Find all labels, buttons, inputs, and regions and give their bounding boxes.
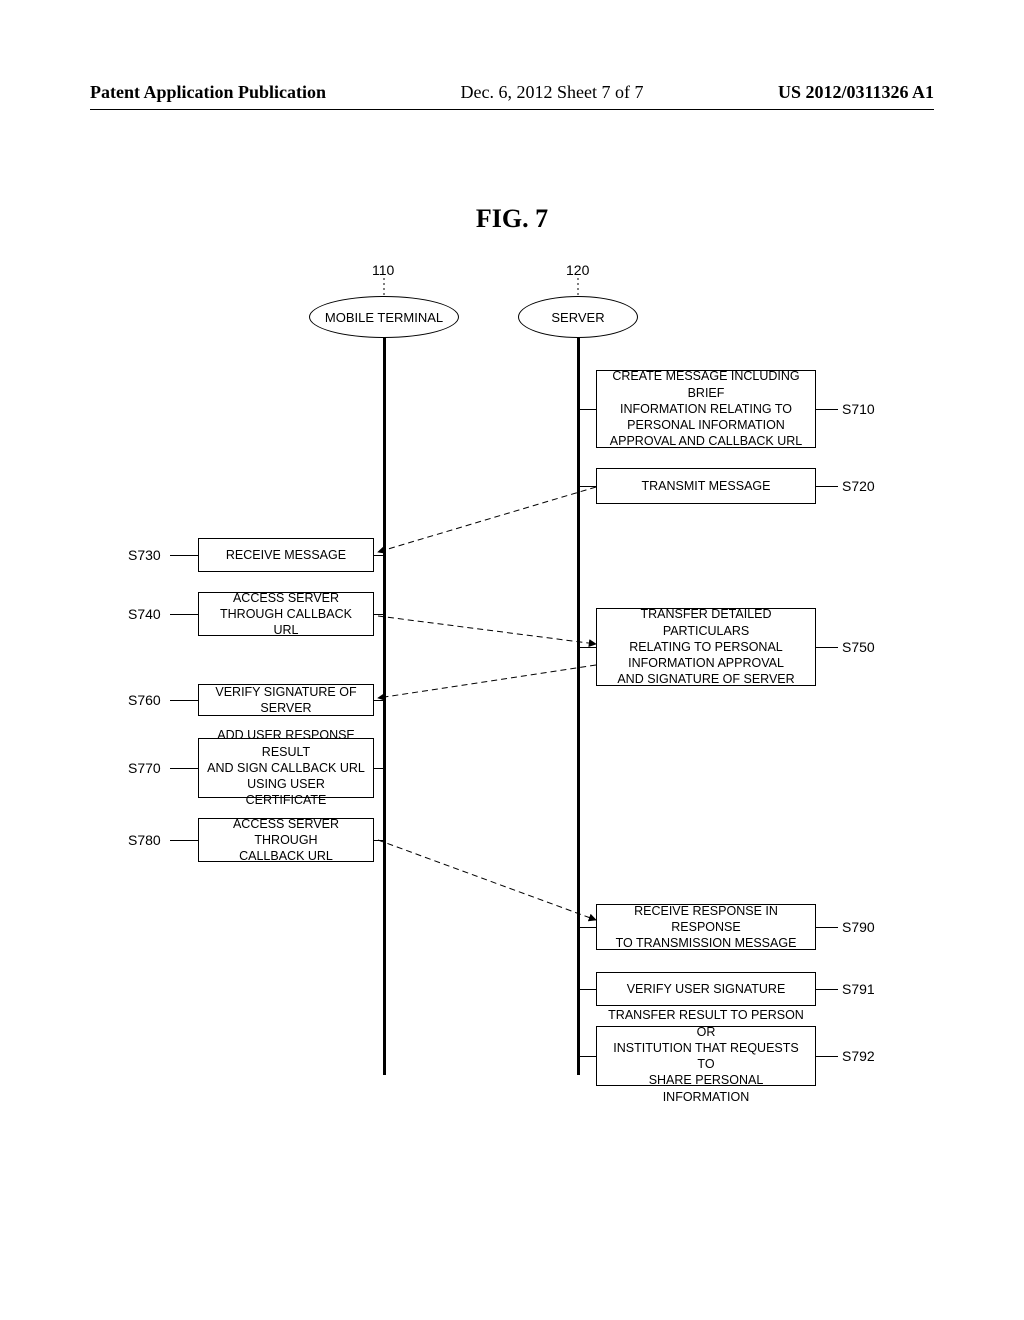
conn-S792 bbox=[578, 1056, 596, 1057]
ref-S770: S770 bbox=[128, 760, 161, 776]
tick-S720 bbox=[816, 486, 838, 487]
step-S791: VERIFY USER SIGNATURE bbox=[596, 972, 816, 1006]
step-S730: RECEIVE MESSAGE bbox=[198, 538, 374, 572]
lifeline-mobile bbox=[383, 338, 386, 1075]
conn-S710 bbox=[578, 409, 596, 410]
tick-S740 bbox=[170, 614, 198, 615]
step-S750: TRANSFER DETAILED PARTICULARSRELATING TO… bbox=[596, 608, 816, 686]
step-S770: ADD USER RESPONSE RESULTAND SIGN CALLBAC… bbox=[198, 738, 374, 798]
step-S720: TRANSMIT MESSAGE bbox=[596, 468, 816, 504]
lane-ref-mobile: 110 bbox=[372, 262, 394, 278]
tick-S760 bbox=[170, 700, 198, 701]
tick-S770 bbox=[170, 768, 198, 769]
conn-S730 bbox=[374, 555, 384, 556]
tick-S710 bbox=[816, 409, 838, 410]
ref-S791: S791 bbox=[842, 981, 875, 997]
arrow-2 bbox=[378, 665, 596, 698]
tick-S790 bbox=[816, 927, 838, 928]
ref-S720: S720 bbox=[842, 478, 875, 494]
header-center: Dec. 6, 2012 Sheet 7 of 7 bbox=[461, 82, 644, 103]
conn-S791 bbox=[578, 989, 596, 990]
tick-S780 bbox=[170, 840, 198, 841]
ref-S730: S730 bbox=[128, 547, 161, 563]
lane-head-server: SERVER bbox=[518, 296, 638, 338]
figure-title: FIG. 7 bbox=[476, 204, 548, 234]
step-S760: VERIFY SIGNATURE OF SERVER bbox=[198, 684, 374, 716]
ref-S760: S760 bbox=[128, 692, 161, 708]
ref-S790: S790 bbox=[842, 919, 875, 935]
lane-ref-server: 120 bbox=[566, 262, 589, 278]
ref-S750: S750 bbox=[842, 639, 875, 655]
conn-S750 bbox=[578, 647, 596, 648]
header-right: US 2012/0311326 A1 bbox=[778, 82, 934, 103]
tick-S730 bbox=[170, 555, 198, 556]
page-header: Patent Application Publication Dec. 6, 2… bbox=[0, 82, 1024, 110]
page: Patent Application Publication Dec. 6, 2… bbox=[0, 0, 1024, 1320]
tick-S792 bbox=[816, 1056, 838, 1057]
ref-S780: S780 bbox=[128, 832, 161, 848]
arrow-3 bbox=[378, 840, 596, 920]
conn-S760 bbox=[374, 700, 384, 701]
ref-S710: S710 bbox=[842, 401, 875, 417]
arrow-0 bbox=[378, 487, 596, 552]
step-S790: RECEIVE RESPONSE IN RESPONSETO TRANSMISS… bbox=[596, 904, 816, 950]
step-S740: ACCESS SERVERTHROUGH CALLBACK URL bbox=[198, 592, 374, 636]
conn-S740 bbox=[374, 614, 384, 615]
conn-S770 bbox=[374, 768, 384, 769]
conn-S790 bbox=[578, 927, 596, 928]
header-row: Patent Application Publication Dec. 6, 2… bbox=[90, 82, 934, 103]
header-left: Patent Application Publication bbox=[90, 82, 326, 103]
tick-S750 bbox=[816, 647, 838, 648]
arrows-layer bbox=[0, 0, 1024, 1320]
step-S792: TRANSFER RESULT TO PERSON ORINSTITUTION … bbox=[596, 1026, 816, 1086]
tick-S791 bbox=[816, 989, 838, 990]
conn-S720 bbox=[578, 486, 596, 487]
header-rule bbox=[90, 109, 934, 110]
ref-S740: S740 bbox=[128, 606, 161, 622]
step-S780: ACCESS SERVER THROUGHCALLBACK URL bbox=[198, 818, 374, 862]
conn-S780 bbox=[374, 840, 384, 841]
arrow-1 bbox=[378, 616, 596, 644]
lane-head-mobile: MOBILE TERMINAL bbox=[309, 296, 459, 338]
ref-S792: S792 bbox=[842, 1048, 875, 1064]
step-S710: CREATE MESSAGE INCLUDING BRIEFINFORMATIO… bbox=[596, 370, 816, 448]
lifeline-server bbox=[577, 338, 580, 1075]
